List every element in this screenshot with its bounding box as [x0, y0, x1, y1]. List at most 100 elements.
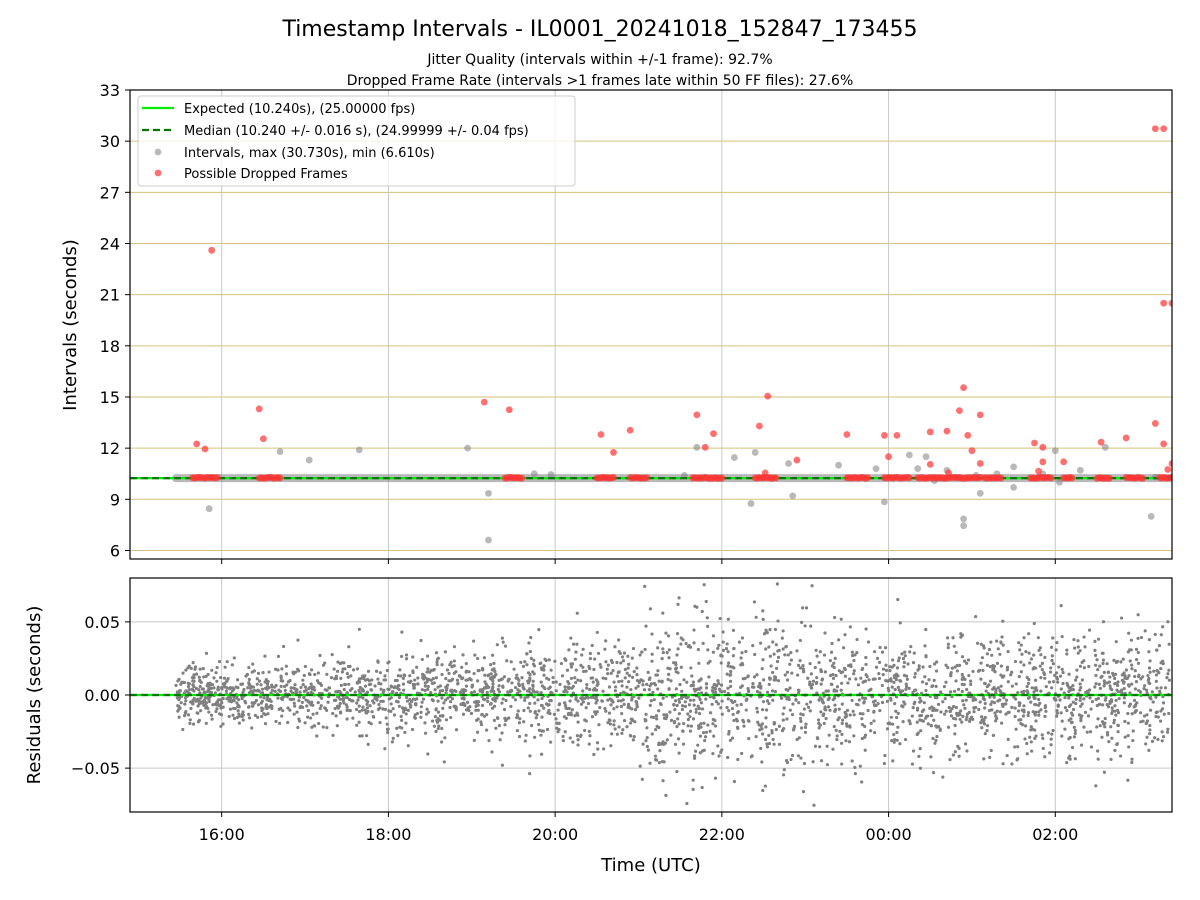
residual-point	[251, 662, 255, 666]
residual-point	[824, 716, 828, 721]
residual-point	[378, 671, 382, 675]
residual-point	[641, 683, 645, 687]
residual-point	[487, 673, 491, 677]
residual-point	[491, 675, 495, 679]
residual-point	[1031, 710, 1035, 714]
residual-point	[685, 680, 689, 684]
residual-point	[316, 671, 320, 675]
residual-point	[918, 766, 923, 770]
residual-point	[1075, 675, 1079, 679]
residual-point	[495, 696, 499, 700]
x-axis-label: Time (UTC)	[600, 855, 701, 876]
residual-point	[316, 701, 320, 705]
residual-point	[895, 715, 899, 720]
residual-point	[260, 691, 265, 695]
residual-point	[727, 732, 731, 736]
residual-point	[1082, 635, 1086, 639]
residual-point	[946, 665, 950, 670]
residual-point	[1060, 667, 1064, 671]
residual-point	[1156, 737, 1160, 742]
residual-point	[828, 659, 832, 663]
dropped-frame-point	[1039, 443, 1047, 451]
residual-point	[855, 651, 859, 655]
residual-point	[1113, 709, 1117, 713]
residual-point	[746, 718, 751, 723]
residual-point	[1089, 745, 1094, 749]
residual-point	[1120, 678, 1124, 682]
residual-point	[770, 689, 775, 693]
residual-point	[203, 699, 207, 704]
residual-point	[924, 682, 929, 686]
residual-point	[305, 704, 309, 708]
residual-point	[698, 751, 702, 755]
residual-point	[812, 803, 816, 807]
residual-point	[270, 704, 274, 708]
residual-point	[609, 744, 613, 748]
residual-point	[375, 698, 379, 702]
residual-point	[686, 724, 690, 728]
residual-point	[960, 720, 964, 724]
interval-point	[1076, 466, 1084, 474]
residual-point	[855, 637, 859, 642]
residual-point	[701, 641, 705, 645]
residual-point	[369, 722, 373, 726]
residual-point	[1087, 664, 1091, 669]
residual-point	[497, 690, 502, 694]
residual-point	[673, 708, 677, 712]
residual-point	[1155, 668, 1159, 673]
residual-point	[883, 646, 888, 650]
time-x-tick-label: 02:00	[1032, 825, 1078, 844]
residual-point	[898, 621, 902, 625]
residual-point	[1000, 635, 1004, 639]
dropped-frame-point	[1060, 458, 1068, 466]
residual-point	[345, 691, 349, 695]
residual-point	[615, 705, 619, 709]
interval-point	[785, 460, 792, 467]
residual-point	[878, 645, 882, 650]
residual-point	[1103, 698, 1108, 702]
residual-point	[1055, 714, 1059, 718]
residual-point	[969, 679, 973, 683]
residual-point	[253, 700, 257, 705]
residual-point	[613, 727, 617, 731]
residual-point	[987, 647, 992, 652]
legend-box	[137, 95, 576, 187]
interval-point	[1010, 463, 1018, 471]
residual-point	[178, 689, 182, 693]
residual-point	[924, 688, 928, 693]
intervals-y-tick-label: 6	[110, 541, 120, 560]
residual-point	[1127, 674, 1131, 678]
residual-point	[528, 754, 532, 758]
residual-point	[731, 654, 736, 658]
residual-point	[1030, 749, 1034, 753]
residual-point	[635, 666, 639, 670]
residual-point	[967, 719, 972, 723]
residual-point	[697, 695, 701, 699]
residual-point	[1028, 661, 1032, 665]
residual-point	[953, 689, 957, 693]
residual-point	[1139, 635, 1144, 640]
residual-point	[625, 671, 629, 675]
residual-point	[844, 722, 849, 726]
residual-point	[365, 734, 369, 738]
residual-point	[841, 646, 846, 650]
residual-point	[919, 699, 923, 703]
residual-point	[454, 689, 458, 694]
residual-point	[297, 695, 301, 699]
residual-point	[1014, 697, 1018, 701]
residual-point	[802, 761, 807, 766]
dropped-frame-point	[1164, 466, 1172, 473]
residual-point	[1130, 760, 1134, 765]
residual-point	[1096, 749, 1100, 753]
residual-point	[261, 671, 265, 675]
dropped-frame-point	[793, 456, 801, 464]
residual-point	[993, 711, 997, 715]
residual-point	[1058, 674, 1063, 678]
residual-point	[1131, 738, 1135, 743]
residual-point	[771, 698, 775, 702]
residual-point	[495, 643, 499, 647]
residual-point	[559, 661, 564, 666]
residual-point	[939, 690, 943, 694]
residual-point	[643, 647, 647, 652]
residual-point	[887, 721, 891, 725]
